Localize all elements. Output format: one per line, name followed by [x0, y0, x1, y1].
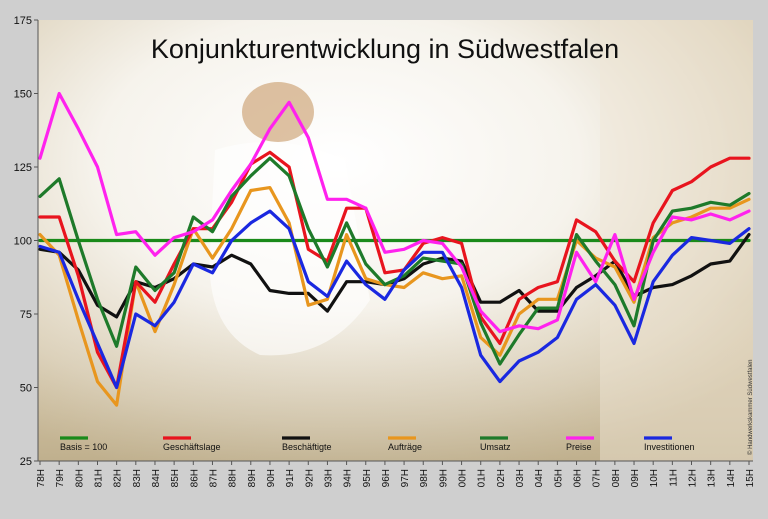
series-line-5	[38, 91, 751, 334]
x-tick-label: 01H	[477, 469, 488, 487]
x-tick-label: 92H	[304, 469, 315, 487]
legend-label: Geschäftslage	[163, 442, 221, 452]
x-tick-label: 99H	[438, 469, 449, 487]
x-tick-label: 09H	[630, 469, 641, 487]
y-tick-label: 75	[20, 309, 32, 321]
x-tick-label: 03H	[515, 469, 526, 487]
legend-label: Preise	[566, 442, 592, 452]
x-tick-label: 08H	[611, 469, 622, 487]
x-tick-label: 90H	[266, 469, 277, 487]
x-tick-label: 83H	[132, 469, 143, 487]
x-tick-label: 93H	[323, 469, 334, 487]
x-tick-label: 84H	[151, 469, 162, 487]
x-tick-label: 98H	[419, 469, 430, 487]
x-tick-label: 91H	[285, 469, 296, 487]
legend-label: Beschäftigte	[282, 442, 332, 452]
chart-title: Konjunkturentwicklung in Südwestfalen	[151, 34, 619, 64]
x-tick-label: 78H	[36, 469, 47, 487]
x-tick-label: 97H	[400, 469, 411, 487]
x-tick-label: 15H	[745, 469, 756, 487]
x-tick-label: 95H	[362, 469, 373, 487]
x-tick-label: 79H	[55, 469, 66, 487]
x-tick-label: 11H	[668, 469, 679, 487]
x-tick-label: 82H	[113, 469, 124, 487]
x-tick-label: 10H	[649, 469, 660, 487]
x-tick-label: 80H	[74, 469, 85, 487]
series-line-1	[38, 150, 751, 390]
x-tick-label: 94H	[343, 469, 354, 487]
series-line-4	[38, 156, 751, 366]
x-tick-label: 13H	[707, 469, 718, 487]
x-tick-label: 14H	[726, 469, 737, 487]
legend-label: Aufträge	[388, 442, 422, 452]
y-tick-label: 50	[20, 383, 32, 395]
credit-text: © Handwerkskammer Südwestfalen	[747, 360, 754, 455]
x-tick-label: 86H	[189, 469, 200, 487]
x-tick-label: 96H	[381, 469, 392, 487]
x-tick-label: 05H	[553, 469, 564, 487]
legend-label: Basis = 100	[60, 442, 107, 452]
x-tick-label: 00H	[458, 469, 469, 487]
series-line-6	[38, 209, 751, 390]
x-tick-label: 89H	[247, 469, 258, 487]
x-tick-label: 04H	[534, 469, 545, 487]
x-tick-label: 85H	[170, 469, 181, 487]
x-tick-label: 02H	[496, 469, 507, 487]
x-tick-label: 06H	[573, 469, 584, 487]
x-tick-label: 88H	[228, 469, 239, 487]
photo-figure-head	[242, 82, 314, 142]
y-tick-label: 125	[14, 162, 32, 174]
x-tick-label: 07H	[592, 469, 603, 487]
y-tick-label: 175	[14, 15, 32, 27]
y-tick-label: 100	[14, 236, 32, 248]
legend-label: Investitionen	[644, 442, 695, 452]
x-tick-label: 12H	[688, 469, 699, 487]
y-tick-label: 150	[14, 89, 32, 101]
y-tick-label: 25	[20, 456, 32, 468]
legend-label: Umsatz	[480, 442, 511, 452]
x-tick-label: 81H	[93, 469, 104, 487]
x-tick-label: 87H	[208, 469, 219, 487]
